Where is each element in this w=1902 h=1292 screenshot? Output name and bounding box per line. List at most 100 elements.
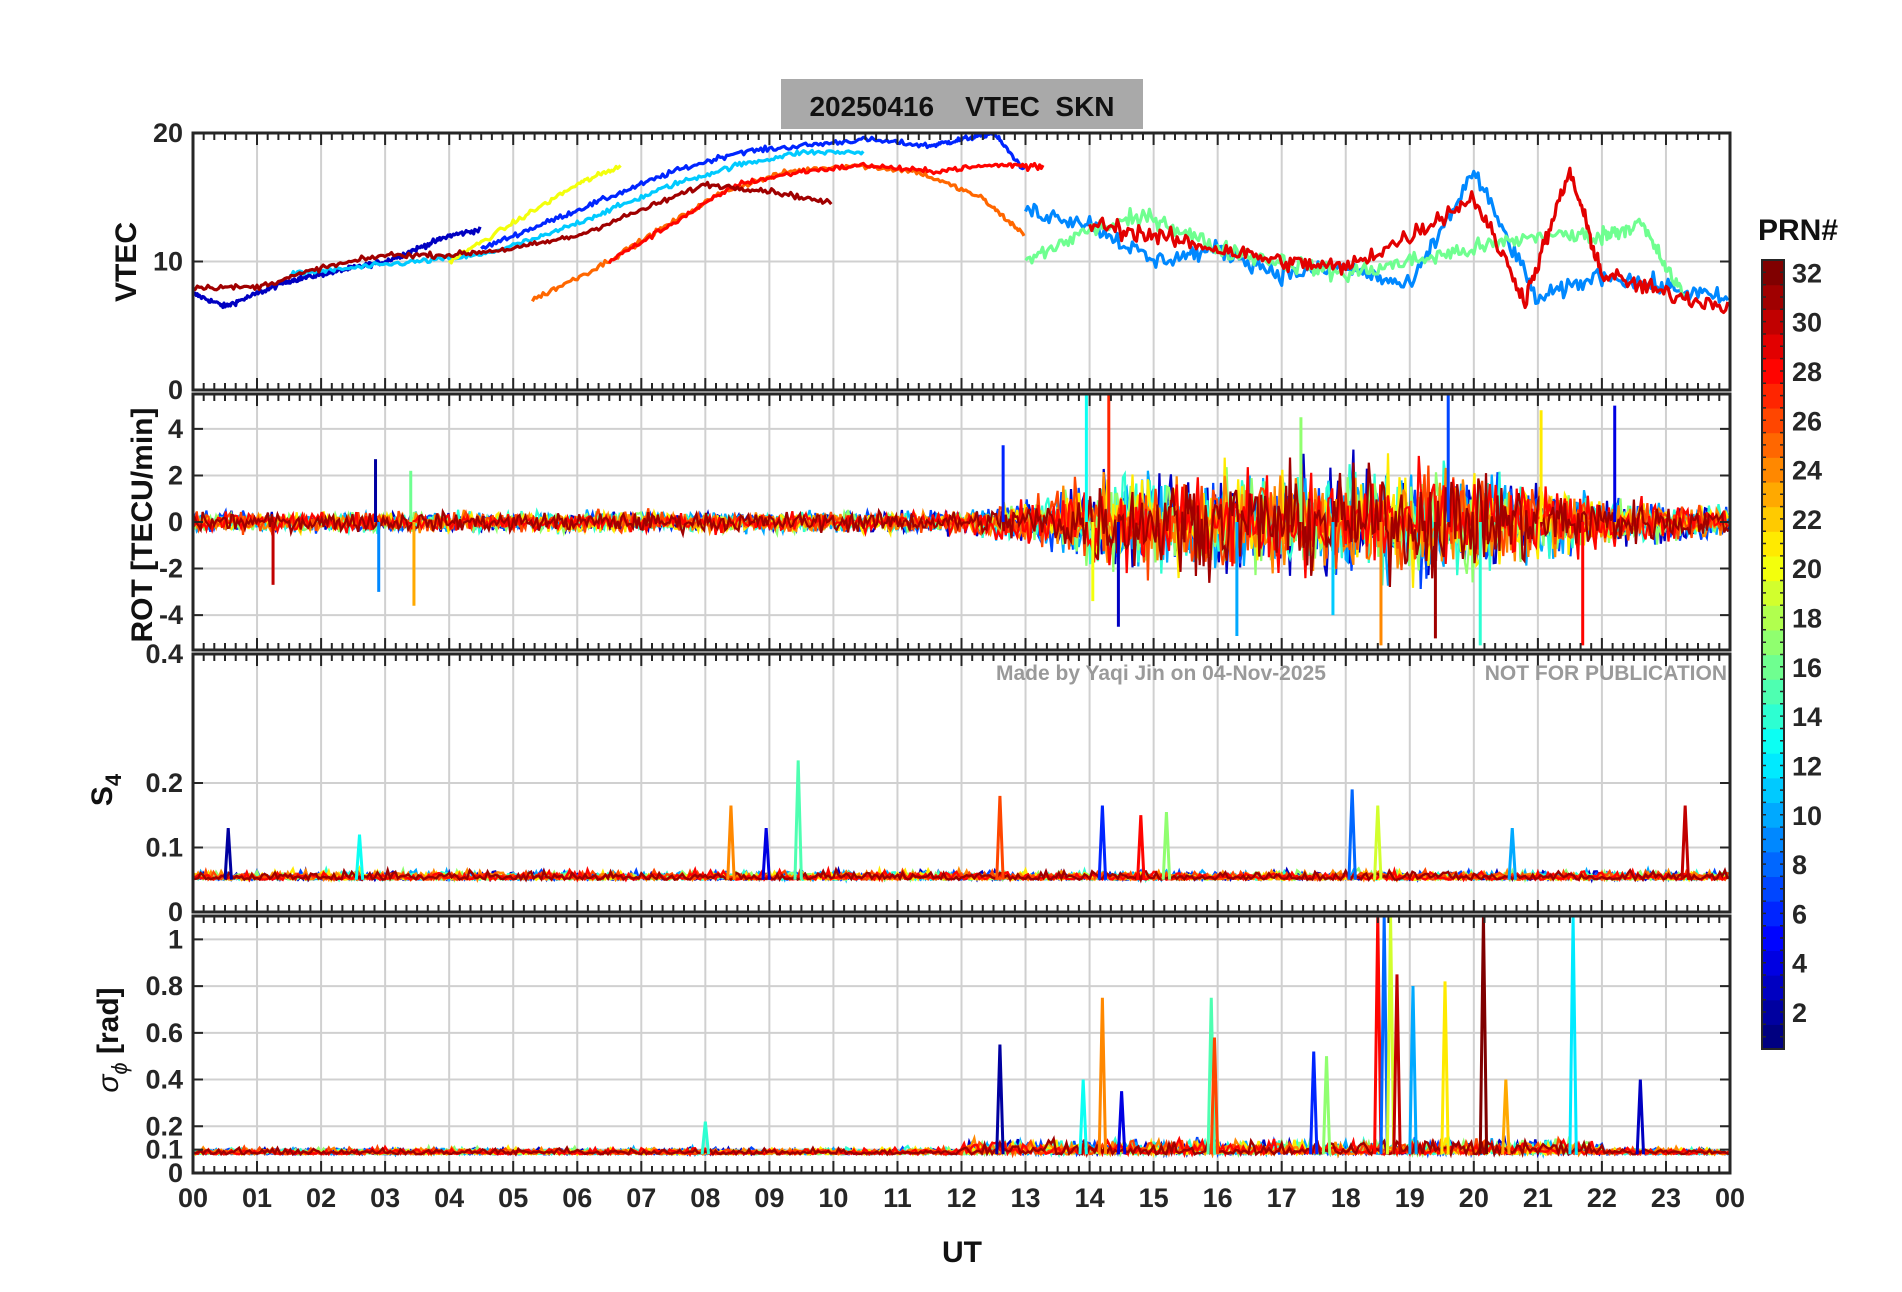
- y-tick-label: 0.2: [145, 768, 183, 798]
- colorbar-tick-label: 12: [1792, 751, 1822, 781]
- sigma-phi-spike: [1078, 1079, 1088, 1155]
- x-tick-label: 21: [1523, 1183, 1553, 1213]
- colorbar-tick-label: 20: [1792, 554, 1822, 584]
- colorbar-swatch: [1762, 827, 1784, 853]
- s4-spike: [1373, 805, 1383, 880]
- sigma-phi-spike: [1568, 916, 1578, 1155]
- colorbar-swatch: [1762, 851, 1784, 878]
- s4-spike: [1680, 805, 1690, 880]
- s4-spike: [761, 828, 771, 880]
- x-axis-label: UT: [942, 1236, 982, 1269]
- x-tick-label: 00: [178, 1183, 208, 1213]
- colorbar-swatch: [1762, 605, 1784, 631]
- vtec-series-line: [1024, 207, 1686, 299]
- y-tick-label: 0: [168, 1158, 183, 1188]
- colorbar-swatch: [1762, 260, 1784, 286]
- s4-panel: 0 0.1 0.2 0.4: [145, 639, 1732, 927]
- sigma-phi-spike: [1478, 916, 1489, 1155]
- colorbar-swatch: [1762, 679, 1784, 705]
- sigma-phi-spike: [1097, 997, 1108, 1155]
- x-tick-label: 20: [1459, 1183, 1489, 1213]
- x-tick-label: 14: [1075, 1183, 1105, 1213]
- colorbar-swatch: [1762, 481, 1784, 508]
- sigma-phi-spike: [700, 1121, 711, 1155]
- colorbar-tick-label: 6: [1792, 899, 1807, 929]
- series-group: [193, 394, 1730, 646]
- colorbar-swatch: [1762, 901, 1784, 927]
- colorbar-swatch: [1762, 777, 1784, 804]
- colorbar-label: PRN#: [1758, 214, 1838, 247]
- colorbar-tick-label: 30: [1792, 308, 1822, 338]
- x-tick-label: 12: [946, 1183, 976, 1213]
- y-tick-label: 0: [168, 897, 183, 927]
- y-tick-label: 20: [153, 118, 183, 148]
- s4-series-line: [193, 865, 1730, 884]
- vtec-panel: 0 10 20: [153, 118, 1732, 405]
- rot-ylabel: ROT [TECU/min]: [126, 408, 159, 643]
- sigma-phi-spike: [1440, 981, 1450, 1155]
- sigma-phi-series-line: [193, 1135, 1730, 1159]
- svg-text:σϕ [rad]: σϕ [rad]: [92, 987, 132, 1092]
- colorbar-swatch: [1762, 555, 1784, 582]
- x-tick-label: 00: [1715, 1183, 1745, 1213]
- x-tick-label: 19: [1395, 1183, 1425, 1213]
- colorbar-swatch: [1762, 753, 1784, 779]
- x-tick-label: 11: [883, 1183, 912, 1213]
- x-tick-label: 23: [1651, 1183, 1681, 1213]
- title-box: 20250416 VTEC SKN: [781, 79, 1143, 129]
- x-tick-label: 03: [370, 1183, 400, 1213]
- colorbar-swatch: [1762, 531, 1784, 557]
- colorbar-swatch: [1762, 950, 1784, 976]
- vtec-series-line: [1088, 166, 1730, 315]
- x-tick-label: 08: [690, 1183, 720, 1213]
- sigma-phi-ylabel: σϕ [rad]: [92, 987, 132, 1092]
- colorbar-swatch: [1762, 728, 1784, 754]
- colorbar-tick-label: 2: [1792, 998, 1807, 1028]
- vtec-series-line: [447, 164, 622, 265]
- colorbar-tick-label: 32: [1792, 258, 1822, 288]
- x-tick-label: 02: [306, 1183, 336, 1213]
- sigma-phi-spike: [1379, 916, 1389, 1155]
- y-tick-label: 0.8: [145, 971, 183, 1001]
- x-ticks: [192, 654, 1731, 912]
- x-ticks: [192, 916, 1731, 1173]
- colorbar-tick-label: 22: [1792, 505, 1822, 535]
- colorbar-tick-label: 26: [1792, 406, 1822, 436]
- s4-spike: [1347, 789, 1357, 880]
- colorbar-tick-label: 8: [1792, 850, 1807, 880]
- s4-spike: [726, 805, 736, 880]
- colorbar-swatch: [1762, 876, 1784, 902]
- vtec-series-line: [193, 180, 833, 292]
- colorbar-ticks: [1762, 259, 1784, 1050]
- colorbar-swatch: [1762, 432, 1784, 458]
- x-tick-label: 13: [1011, 1183, 1041, 1213]
- series-group: [193, 760, 1730, 884]
- x-tick-label: 10: [818, 1183, 848, 1213]
- y-tick-label: 0.6: [145, 1018, 183, 1048]
- colorbar-swatch: [1762, 654, 1784, 680]
- x-tick-label: 09: [754, 1183, 784, 1213]
- x-tick-label: 22: [1587, 1183, 1617, 1213]
- sigma-phi-spike: [1373, 916, 1383, 1155]
- sigma-phi-panel: 00.10.2 0.4 0.6 0.8 1 00 01 02 03 04 05 06 07 08 09 10 1…: [145, 914, 1745, 1213]
- x-ticks: [192, 394, 1731, 650]
- x-tick-label: 16: [1203, 1183, 1233, 1213]
- sigma-phi-spike: [1635, 1079, 1646, 1155]
- rot-panel: -4 -2 0 2 4: [159, 392, 1732, 652]
- colorbar-swatch: [1762, 703, 1784, 730]
- y-tick-label: 0: [168, 507, 183, 537]
- vtec-ylabel: VTEC: [110, 222, 143, 302]
- s4-spike: [793, 760, 803, 880]
- vtec-series-line: [607, 161, 1045, 265]
- sigma-phi-spike: [1501, 1079, 1511, 1155]
- colorbar-tick-label: 10: [1792, 801, 1822, 831]
- colorbar-swatch: [1762, 383, 1784, 409]
- x-ticks: [192, 133, 1731, 390]
- x-tick-label: 05: [498, 1183, 528, 1213]
- s4-spike: [1136, 815, 1146, 880]
- y-tick-label: 2: [168, 460, 183, 490]
- x-tick-label: 18: [1331, 1183, 1361, 1213]
- colorbar-swatch: [1762, 580, 1784, 606]
